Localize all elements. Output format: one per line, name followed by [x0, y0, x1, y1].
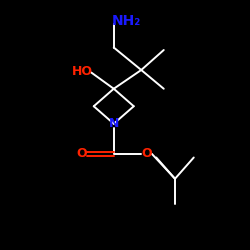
Text: HO: HO — [72, 65, 93, 78]
Text: NH₂: NH₂ — [112, 14, 141, 28]
Text: N: N — [108, 117, 119, 130]
Text: O: O — [76, 147, 86, 160]
Text: O: O — [141, 147, 152, 160]
